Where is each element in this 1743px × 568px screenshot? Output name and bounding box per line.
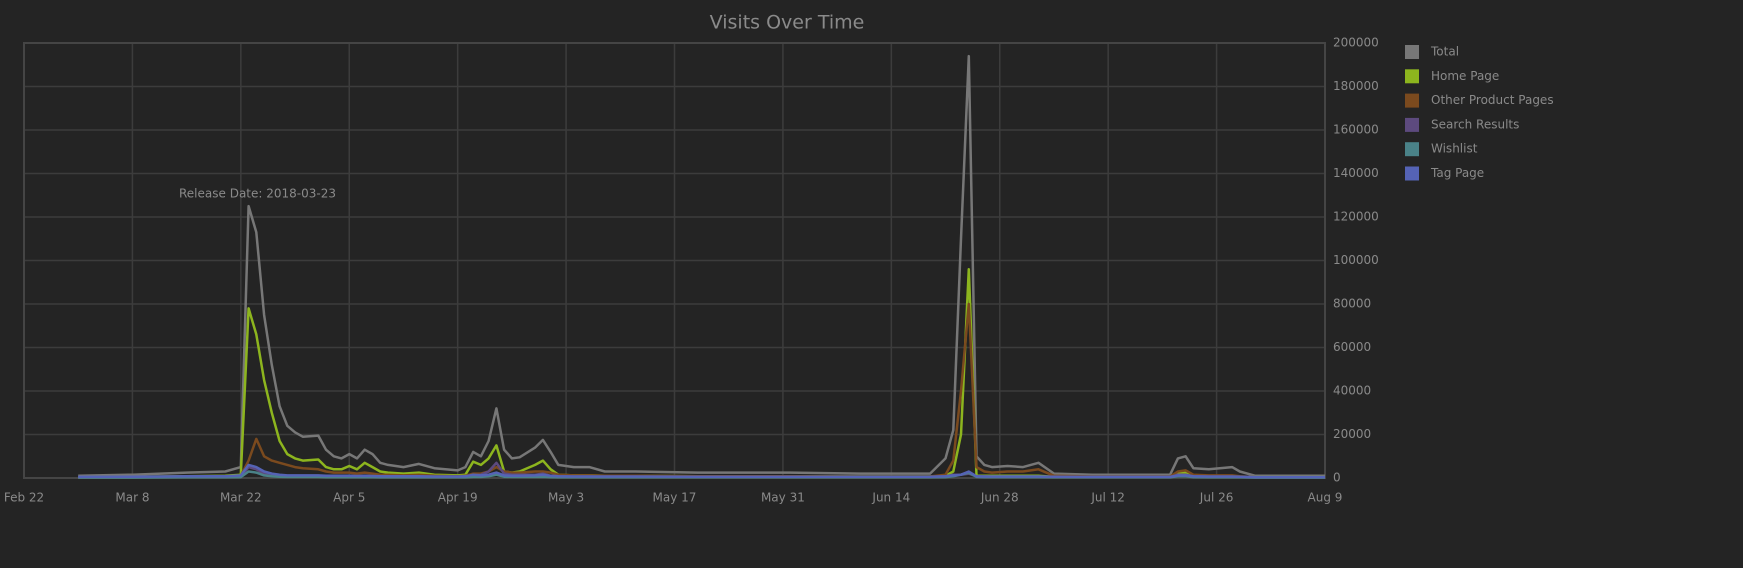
x-tick-label: May 3 [548, 491, 584, 505]
y-tick-label: 20000 [1333, 427, 1371, 441]
y-tick-label: 100000 [1333, 253, 1379, 267]
y-tick-label: 80000 [1333, 297, 1371, 311]
x-tick-label: Apr 19 [438, 491, 478, 505]
y-tick-label: 180000 [1333, 79, 1379, 93]
y-tick-label: 40000 [1333, 384, 1371, 398]
legend-swatch [1405, 142, 1419, 157]
x-tick-label: Aug 9 [1308, 491, 1343, 505]
x-tick-label: Jun 14 [871, 491, 910, 505]
legend-label: Wishlist [1431, 142, 1478, 156]
legend-label: Search Results [1431, 117, 1519, 131]
x-tick-label: Apr 5 [333, 491, 365, 505]
legend-swatch [1405, 117, 1419, 132]
legend-label: Total [1430, 45, 1459, 59]
series-line [78, 54, 1325, 478]
chart-title: Visits Over Time [710, 12, 865, 34]
x-tick-label: Jun 28 [980, 491, 1019, 505]
y-tick-label: 200000 [1333, 36, 1379, 50]
legend-swatch [1405, 166, 1419, 181]
x-tick-label: Feb 22 [4, 491, 44, 505]
x-tick-label: Jul 26 [1199, 491, 1234, 505]
legend-label: Other Product Pages [1431, 93, 1554, 107]
x-tick-label: Mar 22 [220, 491, 262, 505]
series-line [78, 302, 1325, 479]
y-tick-label: 140000 [1333, 166, 1379, 180]
y-tick-label: 60000 [1333, 340, 1371, 354]
legend-swatch [1405, 45, 1419, 59]
legend-label: Tag Page [1430, 166, 1484, 180]
y-tick-label: 0 [1333, 471, 1341, 485]
x-tick-label: Mar 8 [115, 491, 149, 505]
x-tick-label: May 31 [761, 491, 805, 505]
annotation: Release Date: 2018-03-23 [179, 187, 336, 201]
series-line [78, 463, 1325, 479]
legend-label: Home Page [1431, 69, 1499, 83]
x-tick-label: Jul 12 [1090, 491, 1125, 505]
x-tick-label: May 17 [653, 491, 697, 505]
legend-swatch [1405, 93, 1419, 108]
legend-swatch [1405, 69, 1419, 84]
y-tick-label: 120000 [1333, 210, 1379, 224]
y-tick-label: 160000 [1333, 123, 1379, 137]
